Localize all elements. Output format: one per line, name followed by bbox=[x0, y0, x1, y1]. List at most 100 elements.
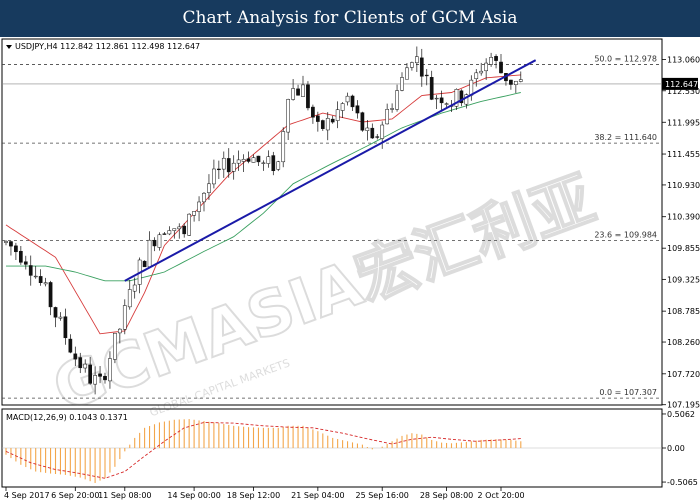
candle-body bbox=[93, 375, 97, 385]
candle-body bbox=[489, 57, 493, 65]
fib-level-label: 50.0 = 112.978 bbox=[594, 54, 657, 63]
chart-svg: GCMASIA宏汇利亚 GLOBAL CAPITAL MARKETS 50.0 … bbox=[1, 38, 700, 500]
candle-body bbox=[246, 158, 251, 162]
macd-layer bbox=[2, 419, 662, 483]
candle-body bbox=[127, 289, 132, 308]
candle-body bbox=[390, 108, 394, 110]
candle-body bbox=[241, 158, 246, 162]
candle-body bbox=[147, 239, 152, 267]
candle-body bbox=[494, 56, 498, 61]
candle-body bbox=[157, 234, 162, 248]
y-tick-label: 108.785 bbox=[667, 307, 700, 316]
candle-body bbox=[514, 80, 518, 85]
candle-body bbox=[187, 213, 192, 236]
candle-body bbox=[113, 332, 117, 360]
candle-body bbox=[325, 118, 330, 131]
candle-body bbox=[142, 260, 147, 268]
candle-body bbox=[192, 211, 196, 216]
candle-body bbox=[58, 316, 63, 319]
candle-body bbox=[14, 245, 18, 253]
candle-body bbox=[479, 70, 484, 74]
candle-body bbox=[19, 250, 23, 263]
x-tick-label: 2 Oct 20:00 bbox=[477, 491, 524, 500]
candle-body bbox=[459, 90, 464, 104]
x-tick-label: 14 Sep 00:00 bbox=[167, 491, 220, 500]
chart-frame: GCMASIA宏汇利亚 GLOBAL CAPITAL MARKETS 50.0 … bbox=[0, 37, 700, 500]
candle-body bbox=[122, 305, 127, 330]
y-tick-label: 109.325 bbox=[667, 275, 700, 284]
candle-body bbox=[266, 156, 271, 164]
candle-body bbox=[78, 357, 83, 369]
y-tick-label: 110.390 bbox=[667, 213, 700, 222]
candle-body bbox=[4, 241, 8, 243]
candle-body bbox=[518, 79, 523, 82]
x-tick-label: 4 Sep 2017 bbox=[4, 491, 50, 500]
candle-body bbox=[380, 124, 385, 139]
grid-layer: 50.0 = 112.978 38.2 = 111.640 23.6 = 109.9… bbox=[2, 54, 662, 399]
candle-body bbox=[202, 192, 206, 203]
candle-body bbox=[330, 118, 335, 123]
x-tick-label: 28 Sep 08:00 bbox=[420, 491, 473, 500]
candle-body bbox=[212, 168, 216, 185]
candle-body bbox=[9, 241, 13, 247]
price-chart-header: USDJPY,H4 112.842 112.861 112.498 112.64… bbox=[15, 42, 200, 51]
candle-body bbox=[182, 225, 187, 235]
candle-body bbox=[226, 158, 231, 173]
current-price-tag bbox=[662, 77, 698, 90]
candle-body bbox=[261, 162, 266, 164]
candle-body bbox=[152, 239, 157, 247]
x-tick-label: 11 Sep 08:00 bbox=[98, 491, 151, 500]
candle-body bbox=[454, 89, 459, 107]
candle-body bbox=[375, 136, 380, 138]
candle-body bbox=[43, 282, 48, 285]
candle-body bbox=[429, 77, 434, 100]
y-tick-label: 113.060 bbox=[667, 56, 700, 65]
candle-body bbox=[286, 99, 290, 133]
symbol-dropdown-icon[interactable] bbox=[6, 45, 12, 49]
y-tick-label: 110.930 bbox=[667, 181, 700, 190]
candle-body bbox=[419, 57, 424, 77]
moving-average-layer bbox=[5, 74, 521, 335]
candle-body bbox=[83, 363, 88, 369]
candle-body bbox=[167, 230, 172, 235]
candle-body bbox=[271, 155, 276, 172]
macd-y-tick-label: -0.5065 bbox=[667, 478, 698, 487]
x-tick-label: 18 Sep 12:00 bbox=[227, 491, 280, 500]
candle-body bbox=[38, 276, 43, 283]
candle-body bbox=[221, 157, 226, 170]
candle-body bbox=[439, 97, 444, 104]
candle-body bbox=[345, 95, 350, 103]
chart-banner-title: Chart Analysis for Clients of GCM Asia bbox=[0, 0, 700, 37]
candle-body bbox=[48, 282, 53, 308]
candle-body bbox=[108, 358, 112, 382]
candle-body bbox=[484, 62, 488, 72]
candle-body bbox=[33, 275, 38, 278]
moving-average-line bbox=[6, 92, 521, 282]
y-tick-label: 108.260 bbox=[667, 338, 700, 347]
candle-body bbox=[63, 316, 68, 339]
candle-body bbox=[365, 127, 370, 131]
candle-body bbox=[177, 226, 182, 230]
candle-body bbox=[385, 109, 389, 125]
candle-body bbox=[296, 88, 300, 96]
candle-body bbox=[236, 159, 241, 164]
candle-body bbox=[291, 88, 295, 100]
candle-body bbox=[415, 56, 419, 64]
candle-body bbox=[281, 131, 286, 163]
candle-body bbox=[197, 201, 201, 212]
macd-y-tick-label: 0.00 bbox=[667, 444, 685, 453]
candle-body bbox=[132, 284, 137, 292]
candle-body bbox=[207, 183, 211, 193]
candle-body bbox=[350, 95, 355, 108]
candle-body bbox=[118, 328, 122, 334]
candle-body bbox=[340, 103, 345, 111]
candle-body bbox=[256, 155, 261, 163]
candle-body bbox=[73, 353, 78, 360]
candle-body bbox=[320, 120, 325, 129]
candle-body bbox=[355, 105, 360, 114]
fib-level-label: 23.6 = 109.984 bbox=[594, 231, 657, 240]
candle-body bbox=[410, 62, 414, 68]
candle-body bbox=[464, 94, 469, 105]
y-tick-label: 107.720 bbox=[667, 370, 700, 379]
candle-body bbox=[276, 161, 281, 170]
